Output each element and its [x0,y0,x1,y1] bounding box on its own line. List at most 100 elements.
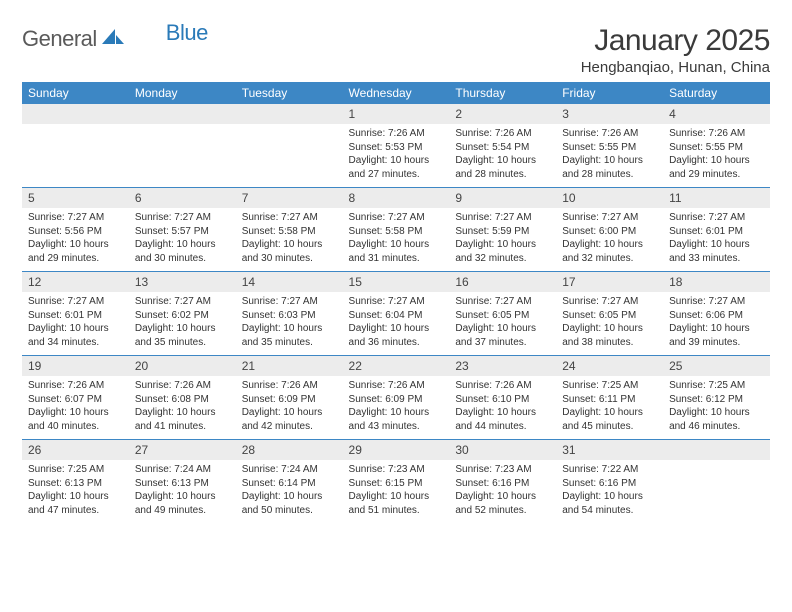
sunset-line: Sunset: 6:16 PM [455,477,550,491]
daynum-cell: 12 [22,272,129,292]
dow-row: SundayMondayTuesdayWednesdayThursdayFrid… [22,82,770,104]
daynum-cell: 3 [556,104,663,124]
daynum-cell: 28 [236,440,343,460]
daylight-line: Daylight: 10 hours and 31 minutes. [349,238,444,265]
sunrise-line: Sunrise: 7:27 AM [242,295,337,309]
daylight-line: Daylight: 10 hours and 34 minutes. [28,322,123,349]
location-text: Hengbanqiao, Hunan, China [581,59,770,76]
detail-cell: Sunrise: 7:26 AMSunset: 6:10 PMDaylight:… [449,376,556,440]
daylight-line: Daylight: 10 hours and 38 minutes. [562,322,657,349]
sunrise-line: Sunrise: 7:26 AM [242,379,337,393]
daynum-cell: 8 [343,188,450,208]
sunrise-line: Sunrise: 7:27 AM [135,211,230,225]
detail-cell: Sunrise: 7:23 AMSunset: 6:16 PMDaylight:… [449,460,556,523]
daylight-line: Daylight: 10 hours and 41 minutes. [135,406,230,433]
sunrise-line: Sunrise: 7:25 AM [28,463,123,477]
sunset-line: Sunset: 5:57 PM [135,225,230,239]
daynum-cell [663,440,770,460]
sunrise-line: Sunrise: 7:27 AM [455,211,550,225]
sunset-line: Sunset: 6:14 PM [242,477,337,491]
detail-cell: Sunrise: 7:27 AMSunset: 5:57 PMDaylight:… [129,208,236,272]
detail-cell: Sunrise: 7:25 AMSunset: 6:11 PMDaylight:… [556,376,663,440]
detail-cell [22,124,129,188]
daynum-cell [129,104,236,124]
sunset-line: Sunset: 6:13 PM [28,477,123,491]
daylight-line: Daylight: 10 hours and 36 minutes. [349,322,444,349]
detail-cell: Sunrise: 7:22 AMSunset: 6:16 PMDaylight:… [556,460,663,523]
dow-cell: Tuesday [236,82,343,104]
detail-row: Sunrise: 7:26 AMSunset: 5:53 PMDaylight:… [22,124,770,188]
sunrise-line: Sunrise: 7:26 AM [562,127,657,141]
daynum-cell: 15 [343,272,450,292]
daynum-cell: 26 [22,440,129,460]
sunset-line: Sunset: 5:56 PM [28,225,123,239]
daylight-line: Daylight: 10 hours and 27 minutes. [349,154,444,181]
sunrise-line: Sunrise: 7:24 AM [135,463,230,477]
daynum-cell: 22 [343,356,450,376]
detail-row: Sunrise: 7:27 AM Sunset: 5:56 PM Daylight:… [22,208,770,272]
sunset-line: Sunset: 6:02 PM [135,309,230,323]
sunrise-line: Sunrise: 7:27 AM [349,211,444,225]
daylight-line: Daylight: 10 hours and 30 minutes. [242,238,337,265]
dow-cell: Monday [129,82,236,104]
daylight-line: Daylight: 10 hours and 37 minutes. [455,322,550,349]
daynum-row: 567891011 [22,188,770,208]
sunrise-line: Sunrise: 7:25 AM [562,379,657,393]
sunset-line: Sunset: 5:55 PM [562,141,657,155]
daylight-line: Daylight: 10 hours and 54 minutes. [562,490,657,517]
daylight-line: Daylight: 10 hours and 45 minutes. [562,406,657,433]
sunrise-line: Sunrise: 7:26 AM [455,379,550,393]
daynum-row: 1234 [22,104,770,124]
daynum-cell: 10 [556,188,663,208]
daynum-cell: 6 [129,188,236,208]
brand-part1: General [22,26,97,52]
detail-cell: Sunrise: 7:25 AMSunset: 6:12 PMDaylight:… [663,376,770,440]
daynum-cell [22,104,129,124]
detail-cell: Sunrise: 7:26 AMSunset: 5:55 PMDaylight:… [663,124,770,188]
sunset-line: Sunset: 6:01 PM [669,225,764,239]
daylight-line: Daylight: 10 hours and 30 minutes. [135,238,230,265]
detail-cell: Sunrise: 7:27 AMSunset: 6:06 PMDaylight:… [663,292,770,356]
daynum-cell: 2 [449,104,556,124]
sunset-line: Sunset: 5:58 PM [242,225,337,239]
daynum-cell: 23 [449,356,556,376]
sunrise-line: Sunrise: 7:26 AM [349,379,444,393]
sunrise-line: Sunrise: 7:27 AM [669,295,764,309]
sunset-line: Sunset: 6:03 PM [242,309,337,323]
detail-cell: Sunrise: 7:27 AMSunset: 6:01 PMDaylight:… [663,208,770,272]
header: General Blue January 2025 Hengbanqiao, H… [22,24,770,76]
detail-cell: Sunrise: 7:27 AMSunset: 5:59 PMDaylight:… [449,208,556,272]
daynum-cell: 25 [663,356,770,376]
detail-cell [129,124,236,188]
detail-cell: Sunrise: 7:24 AMSunset: 6:14 PMDaylight:… [236,460,343,523]
daylight-line: Daylight: 10 hours and 28 minutes. [562,154,657,181]
detail-cell [236,124,343,188]
sunset-line: Sunset: 6:11 PM [562,393,657,407]
daynum-cell: 24 [556,356,663,376]
detail-cell: Sunrise: 7:27 AMSunset: 6:02 PMDaylight:… [129,292,236,356]
daylight-line: Daylight: 10 hours and 29 minutes. [669,154,764,181]
sunset-line: Sunset: 5:59 PM [455,225,550,239]
sunrise-line: Sunrise: 7:27 AM [28,295,123,309]
detail-row: Sunrise: 7:26 AMSunset: 6:07 PMDaylight:… [22,376,770,440]
daynum-cell: 5 [22,188,129,208]
daylight-line: Daylight: 10 hours and 39 minutes. [669,322,764,349]
detail-cell: Sunrise: 7:27 AMSunset: 6:00 PMDaylight:… [556,208,663,272]
daynum-row: 12131415161718 [22,272,770,292]
detail-cell: Sunrise: 7:27 AMSunset: 6:05 PMDaylight:… [556,292,663,356]
daynum-cell: 7 [236,188,343,208]
detail-cell: Sunrise: 7:26 AMSunset: 5:53 PMDaylight:… [343,124,450,188]
daylight-line: Daylight: 10 hours and 46 minutes. [669,406,764,433]
sunset-line: Sunset: 6:00 PM [562,225,657,239]
sunset-line: Sunset: 5:53 PM [349,141,444,155]
calendar-page: General Blue January 2025 Hengbanqiao, H… [0,0,792,535]
daylight-line: Daylight: 10 hours and 44 minutes. [455,406,550,433]
daylight-line: Daylight: 10 hours and 35 minutes. [242,322,337,349]
detail-row: Sunrise: 7:27 AMSunset: 6:01 PMDaylight:… [22,292,770,356]
sunset-line: Sunset: 6:15 PM [349,477,444,491]
detail-row: Sunrise: 7:25 AMSunset: 6:13 PM Daylight:… [22,460,770,523]
sunset-line: Sunset: 6:01 PM [28,309,123,323]
detail-cell: Sunrise: 7:27 AMSunset: 6:01 PMDaylight:… [22,292,129,356]
sunset-line: Sunset: 6:08 PM [135,393,230,407]
daynum-cell: 31 [556,440,663,460]
